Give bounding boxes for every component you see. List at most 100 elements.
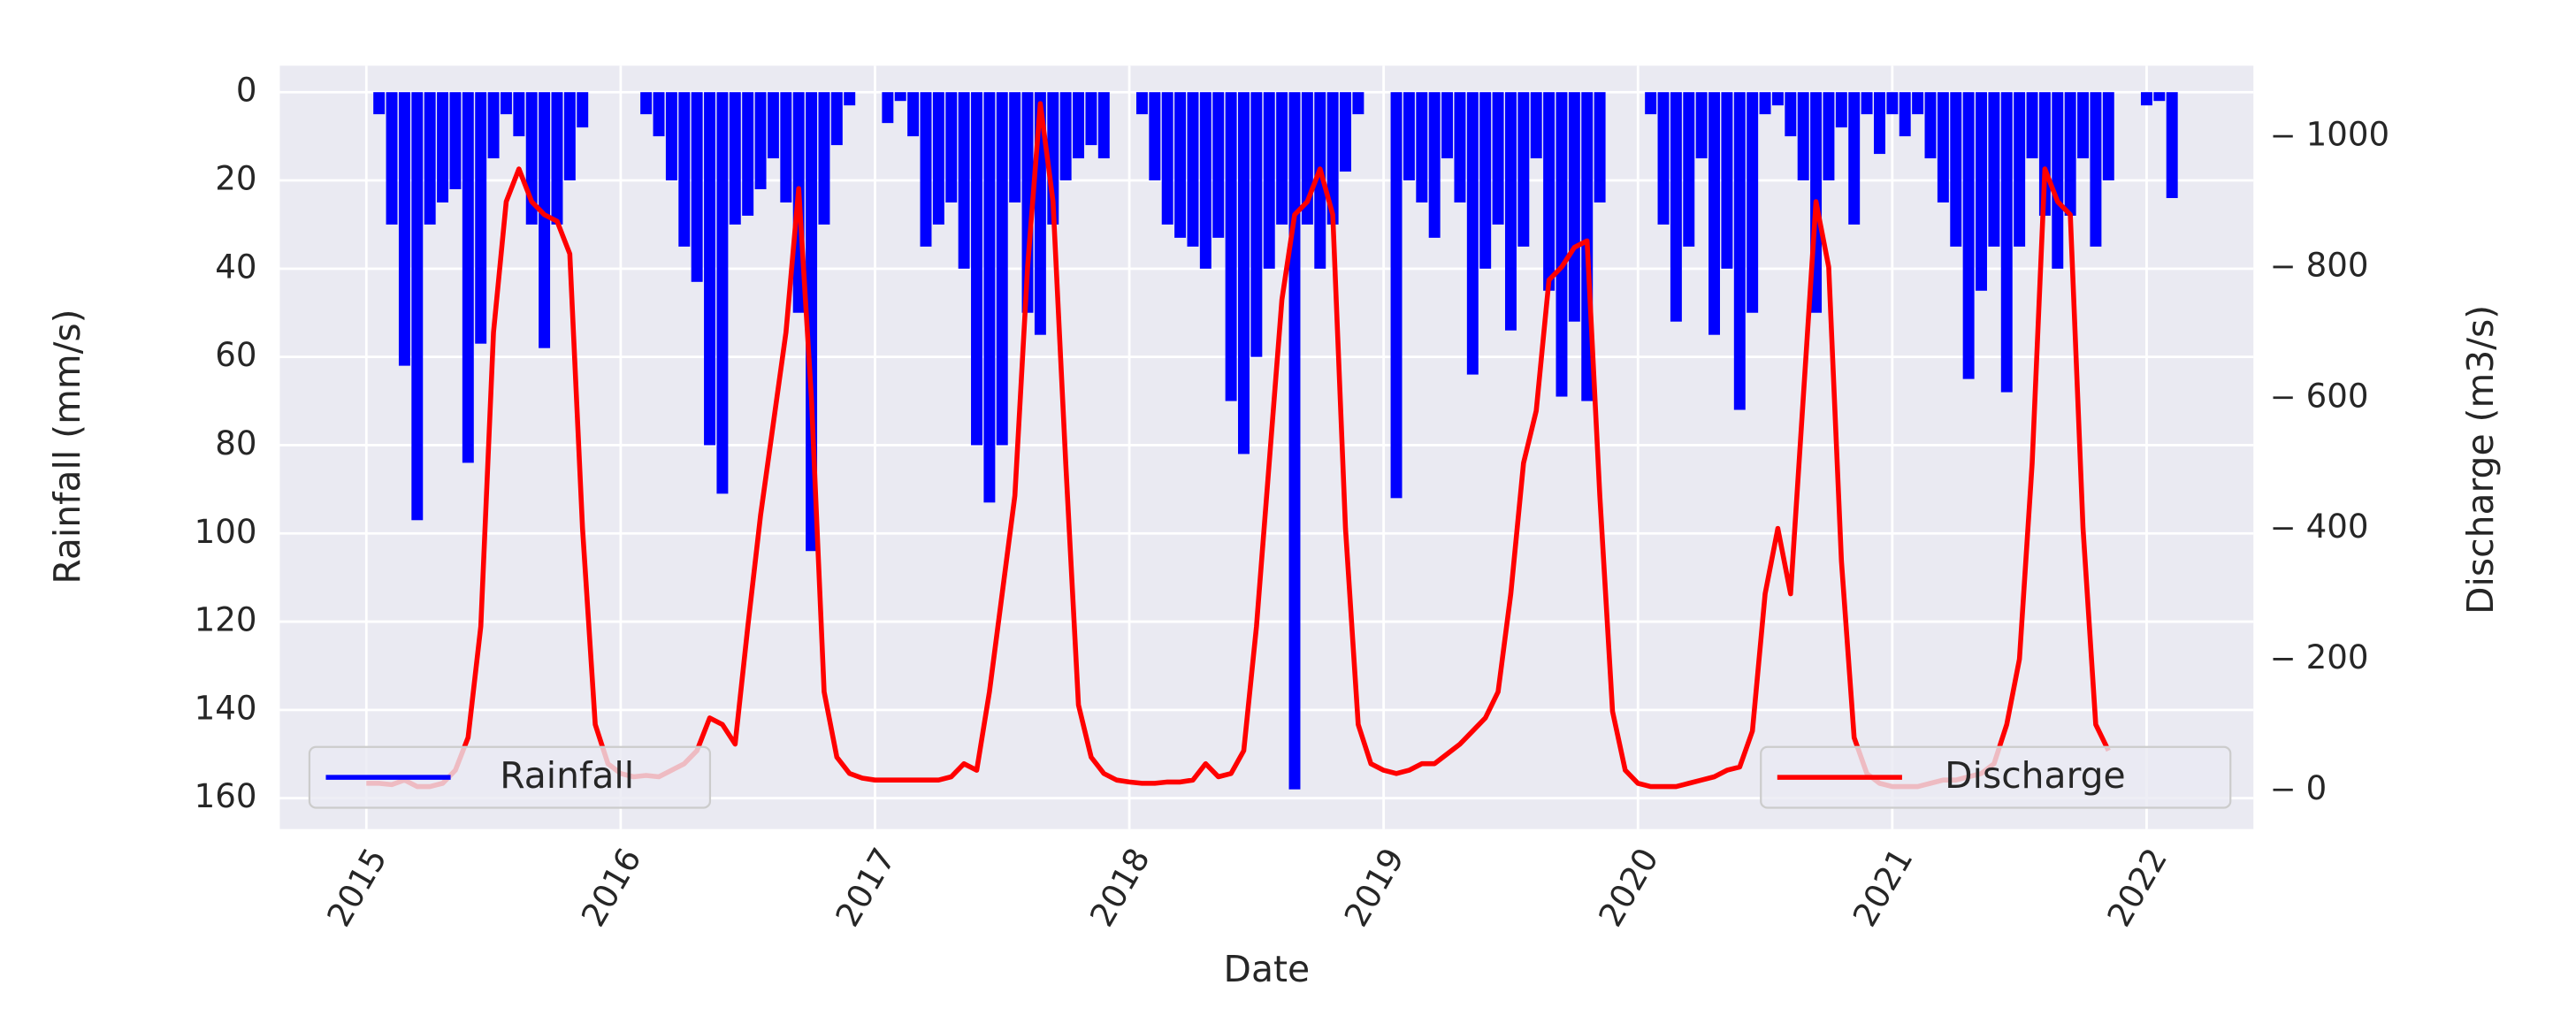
rainfall-bar	[1759, 92, 1771, 115]
rainfall-bar	[1097, 92, 1110, 159]
rainfall-bar	[500, 92, 512, 115]
rainfall-bar	[818, 92, 830, 225]
x-tick-label: 2021	[1846, 842, 1920, 933]
rainfall-bar	[2077, 92, 2090, 159]
rainfall-bar	[945, 92, 958, 202]
rainfall-bar	[1454, 92, 1466, 202]
rainfall-bar	[398, 92, 410, 366]
x-tick-label: 2022	[2100, 842, 2175, 933]
rainfall-bar	[830, 92, 843, 146]
rainfall-bar	[1962, 92, 1975, 379]
rainfall-bar	[1428, 92, 1441, 238]
rainfall-bar	[1085, 92, 1097, 146]
rainfall-bar	[640, 92, 653, 115]
rainfall-bar	[1135, 92, 1148, 115]
y-tick-label: 160	[195, 777, 257, 815]
rainfall-bar	[1174, 92, 1187, 238]
rainfall-bar	[1250, 92, 1263, 357]
rainfall-bar	[2102, 92, 2114, 181]
rainfall-bar	[1873, 92, 1885, 155]
rainfall-bar	[2166, 92, 2178, 198]
rainfall-bar	[1695, 92, 1708, 159]
rainfall-bar	[1771, 92, 1784, 106]
rainfall-bar	[1670, 92, 1682, 322]
rainfall-bar	[1326, 92, 1339, 225]
rainfall-bar	[1314, 92, 1326, 269]
rainfall-bar	[1416, 92, 1428, 202]
rainfall-bar	[1976, 92, 1987, 291]
rainfall-bar	[1785, 92, 1797, 137]
rainfall-bar	[1594, 92, 1606, 202]
rainfall-bar	[373, 92, 386, 115]
rainfall-bar	[2014, 92, 2026, 247]
rainfall-bar	[1149, 92, 1161, 181]
legend-label: Discharge	[1945, 754, 2125, 797]
rainfall-bar	[2090, 92, 2102, 247]
rainfall-bar	[1886, 92, 1899, 115]
rainfall-bar	[424, 92, 436, 225]
y2-tick-label: 1000	[2306, 116, 2389, 154]
rainfall-bar	[716, 92, 729, 494]
rainfall-bar	[1708, 92, 1721, 335]
rainfall-bar	[1492, 92, 1504, 225]
rainfall-bar	[1733, 92, 1746, 410]
rainfall-bar	[1352, 92, 1364, 115]
rainfall-bar	[1556, 92, 1568, 397]
rainfall-bar	[907, 92, 920, 137]
rainfall-bar	[780, 92, 792, 202]
rainfall-bar	[2052, 92, 2064, 269]
rainfall-bar	[539, 92, 551, 348]
rainfall-bar	[563, 92, 576, 181]
rainfall-bar	[729, 92, 741, 225]
rainfall-bar	[1517, 92, 1530, 247]
rainfall-bar	[1530, 92, 1542, 159]
rainfall-bar	[894, 92, 906, 102]
rainfall-bar	[678, 92, 691, 247]
x-tick-label: 2018	[1082, 842, 1157, 933]
rainfall-bar	[1073, 92, 1085, 159]
y-tick-label: 60	[215, 336, 256, 374]
rainfall-bar	[437, 92, 449, 202]
rainfall-bar	[487, 92, 500, 159]
rainfall-bar	[1390, 92, 1403, 499]
y-tick-label: 100	[195, 513, 257, 551]
x-axis-label: Date	[1224, 948, 1311, 990]
y-tick-label: 0	[236, 72, 257, 110]
rainfall-bar	[996, 92, 1008, 446]
x-tick-label: 2017	[829, 842, 903, 933]
rainfall-bar	[1199, 92, 1212, 269]
rainfall-bar	[2140, 92, 2152, 106]
rainfall-bar	[386, 92, 398, 225]
rainfall-bar	[1797, 92, 1809, 181]
rainfall-bar	[1212, 92, 1225, 238]
y-tick-label: 80	[215, 424, 256, 462]
y-axis-label: Rainfall (mm/s)	[46, 309, 88, 584]
rainfall-bar	[462, 92, 474, 463]
y-tick-label: 140	[195, 689, 257, 727]
rainfall-bar	[1988, 92, 2000, 247]
rainfall-bar	[1899, 92, 1911, 137]
rainfall-bar	[665, 92, 677, 181]
rainfall-bar	[882, 92, 894, 124]
rainfall-bar	[704, 92, 716, 446]
rainfall-bar	[1924, 92, 1937, 159]
rainfall-bar	[653, 92, 665, 137]
rainfall-bar	[754, 92, 767, 190]
rainfall-bar	[513, 92, 525, 137]
rainfall-bar	[767, 92, 779, 159]
y-tick-label: 40	[215, 248, 256, 286]
y2-tick-label: 800	[2306, 246, 2369, 284]
rainfall-bar	[2153, 92, 2166, 102]
rainfall-bar	[1466, 92, 1479, 375]
rainfall-bar	[1823, 92, 1835, 181]
rainfall-bar	[1504, 92, 1517, 331]
legend-label: Rainfall	[500, 754, 634, 797]
rainfall-bar	[1441, 92, 1454, 159]
rainfall-bar	[2026, 92, 2038, 159]
y2-tick-label: 400	[2306, 508, 2369, 546]
rainfall-bar	[932, 92, 944, 225]
y2-tick-label: 0	[2306, 769, 2328, 807]
rainfall-bar	[1937, 92, 1949, 202]
x-tick-label: 2020	[1592, 842, 1666, 933]
